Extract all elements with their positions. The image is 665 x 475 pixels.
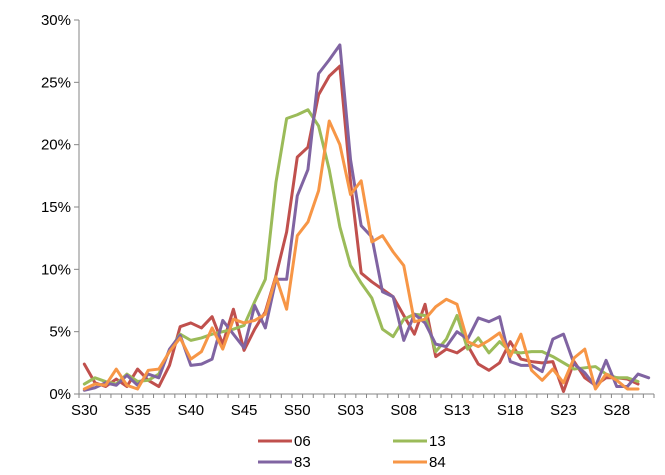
x-tick-label: S45 [231, 402, 258, 419]
x-tick-label: S35 [124, 402, 151, 419]
x-tick-label: S28 [603, 402, 630, 419]
x-tick-label: S40 [177, 402, 204, 419]
x-tick-label: S03 [337, 402, 364, 419]
x-tick-label: S18 [497, 402, 524, 419]
series-line-84 [82, 119, 640, 391]
chart-axes: 0% 5% 10% 15% 20% 25% 30% S30 S35 S40 S45 S50 S03 S08… [41, 12, 655, 419]
series-line-13 [82, 108, 640, 386]
x-tick-label: S23 [550, 402, 577, 419]
series-line-06 [82, 64, 640, 394]
x-tick-label: S50 [284, 402, 311, 419]
legend-label-84: 84 [429, 454, 446, 471]
y-tick-label: 15% [41, 199, 71, 216]
y-tick-label: 10% [41, 261, 71, 278]
chart-legend: 06 13 83 84 [258, 433, 446, 471]
series-line-83 [82, 43, 651, 392]
y-tick-label: 20% [41, 137, 71, 154]
x-tick-label: S30 [71, 402, 98, 419]
x-tick-label: S13 [444, 402, 471, 419]
x-tick-label: S08 [390, 402, 417, 419]
legend-label-13: 13 [429, 433, 446, 450]
legend-label-06: 06 [294, 433, 311, 450]
legend-label-83: 83 [294, 454, 311, 471]
y-tick-label: 30% [41, 12, 71, 29]
y-tick-label: 0% [49, 386, 71, 403]
chart-series [82, 43, 651, 394]
y-tick-label: 5% [49, 324, 71, 341]
y-tick-label: 25% [41, 74, 71, 91]
